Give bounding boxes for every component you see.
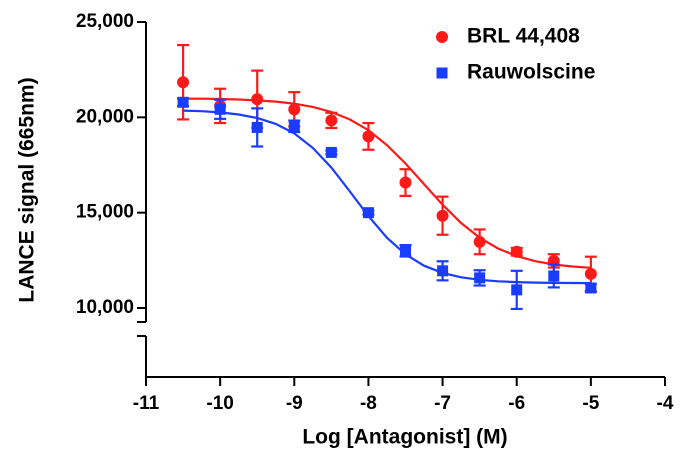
- marker: [177, 76, 190, 89]
- marker: [251, 121, 263, 133]
- marker: [399, 176, 412, 189]
- marker: [214, 103, 226, 115]
- marker: [436, 209, 449, 222]
- marker: [177, 96, 189, 108]
- marker: [362, 207, 374, 219]
- marker: [474, 272, 486, 284]
- x-tick-label: -4: [657, 393, 674, 414]
- x-tick-label: -8: [360, 393, 377, 414]
- y-tick-label: 20,000: [76, 106, 134, 127]
- axis-break: [137, 308, 147, 378]
- x-tick-label: -9: [286, 393, 303, 414]
- y-tick-label: 15,000: [76, 202, 134, 223]
- marker: [473, 235, 486, 248]
- y-axis-title: LANCE signal (665nm): [16, 77, 39, 302]
- x-tick-label: -5: [582, 393, 599, 414]
- x-axis-title: Log [Antagonist] (M): [302, 426, 507, 449]
- fit-curve: [183, 109, 591, 285]
- marker: [511, 284, 523, 296]
- marker: [548, 270, 560, 282]
- marker: [510, 245, 523, 258]
- legend-text: BRL 44,408: [467, 25, 580, 48]
- marker: [400, 245, 411, 257]
- marker: [362, 130, 375, 143]
- x-tick-label: -11: [133, 393, 160, 414]
- fit-curve: [183, 97, 591, 269]
- marker: [325, 114, 338, 127]
- marker: [584, 267, 597, 280]
- legend-text: Rauwolscine: [467, 61, 595, 84]
- marker: [288, 120, 300, 132]
- x-tick-label: -10: [206, 393, 233, 414]
- y-tick-label: 10,000: [76, 297, 134, 318]
- y-tick-label: 25,000: [76, 11, 134, 32]
- marker: [288, 103, 301, 116]
- x-tick-label: -7: [434, 393, 451, 414]
- x-tick-label: -6: [508, 393, 525, 414]
- marker: [585, 282, 597, 294]
- legend-marker: [436, 31, 448, 43]
- marker: [251, 93, 264, 106]
- legend-marker: [436, 67, 448, 79]
- marker: [437, 265, 449, 277]
- marker: [325, 146, 337, 158]
